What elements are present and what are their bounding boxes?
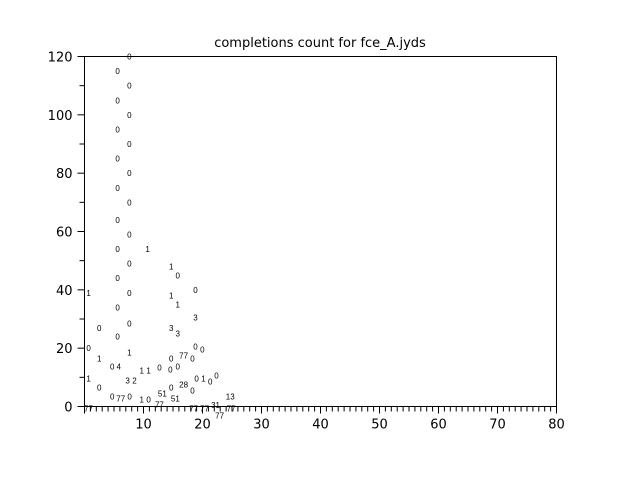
y-tick-label: 80: [56, 167, 73, 182]
point-label: 0: [97, 384, 102, 393]
point-label: 2: [132, 376, 137, 385]
point-label: 0: [127, 260, 132, 269]
point-label: 0: [169, 354, 174, 363]
x-tick-label: 60: [430, 418, 447, 433]
x-tick-label: 20: [194, 418, 211, 433]
point-label: 0: [115, 96, 120, 105]
point-label: 51: [171, 394, 180, 403]
y-tick-label: 40: [56, 284, 73, 299]
point-label: 77: [227, 404, 236, 413]
point-label: 0: [97, 324, 102, 333]
point-label: 0: [115, 333, 120, 342]
x-tick-label: 10: [135, 418, 152, 433]
point-label: 1: [175, 300, 180, 309]
x-tick-label: 70: [489, 418, 506, 433]
point-label: 0: [115, 184, 120, 193]
point-label: 0: [110, 363, 115, 372]
point-label: 0: [115, 155, 120, 164]
point-label: 0: [115, 303, 120, 312]
point-label: 0: [127, 230, 132, 239]
chart-title: completions count for fce_A.jyds: [214, 36, 426, 51]
y-tick-label: 120: [48, 51, 73, 66]
point-label: 13: [226, 393, 235, 402]
point-label: 0: [127, 82, 132, 91]
point-label: 0: [127, 319, 132, 328]
point-label: 0: [127, 53, 132, 62]
point-label: 0: [115, 67, 120, 76]
point-label: 1: [86, 375, 91, 384]
point-label: 0: [127, 198, 132, 207]
point-label: 0: [169, 384, 174, 393]
point-label: 3: [193, 314, 198, 323]
point-label: 1: [169, 263, 174, 272]
point-label: 0: [127, 140, 132, 149]
point-label: 31: [211, 401, 220, 410]
point-label: 77: [116, 395, 125, 404]
y-tick-label: 0: [64, 401, 72, 416]
y-tick-label: 100: [48, 109, 73, 124]
point-label: 0: [208, 377, 213, 386]
point-label: 0: [193, 343, 198, 352]
point-label: 3: [175, 330, 180, 339]
point-label: 51: [158, 389, 167, 398]
point-label: 0: [115, 274, 120, 283]
point-label: 77: [155, 401, 164, 410]
x-tick-label: 30: [253, 418, 270, 433]
point-label: 0: [127, 289, 132, 298]
point-label: 1: [140, 396, 145, 405]
point-label: 0: [86, 344, 91, 353]
point-label: 0: [175, 363, 180, 372]
point-label: 1: [86, 289, 91, 298]
point-label: 0: [115, 245, 120, 254]
point-label: 28: [179, 381, 188, 390]
x-tick-label: 40: [312, 418, 329, 433]
point-label: 1: [145, 245, 150, 254]
point-label: 77: [84, 404, 93, 413]
point-label: 0: [194, 375, 199, 384]
point-label: 77: [179, 351, 188, 360]
y-tick-label: 60: [56, 226, 73, 241]
point-label: 1: [201, 375, 206, 384]
plot-frame: [84, 56, 557, 407]
point-label: 0: [193, 286, 198, 295]
point-label: 0: [110, 393, 115, 402]
point-label: 0: [190, 354, 195, 363]
point-label: 3: [169, 324, 174, 333]
point-label: 0: [115, 125, 120, 134]
point-label: 0: [127, 169, 132, 178]
point-label: 0: [168, 366, 173, 375]
point-label: 1: [169, 292, 174, 301]
point-label: 0: [200, 346, 205, 355]
point-label: 3: [125, 376, 130, 385]
point-label: 0: [214, 372, 219, 381]
point-label: 1: [140, 367, 145, 376]
point-label: 0: [146, 396, 151, 405]
point-label: 77: [189, 404, 198, 413]
point-label: 0: [115, 216, 120, 225]
point-label: 0: [127, 111, 132, 120]
point-label: 77: [215, 411, 224, 420]
point-label: 1: [97, 354, 102, 363]
point-label: 0: [190, 387, 195, 396]
point-label: 0: [175, 271, 180, 280]
x-tick-label: 80: [548, 418, 565, 433]
point-label: 0: [157, 363, 162, 372]
point-label: 0: [127, 393, 132, 402]
x-tick-label: 50: [371, 418, 388, 433]
point-label: 77: [200, 404, 209, 413]
point-label: 1: [146, 367, 151, 376]
y-tick-label: 20: [56, 342, 73, 357]
point-label: 1: [127, 349, 132, 358]
point-label: 4: [116, 363, 121, 372]
